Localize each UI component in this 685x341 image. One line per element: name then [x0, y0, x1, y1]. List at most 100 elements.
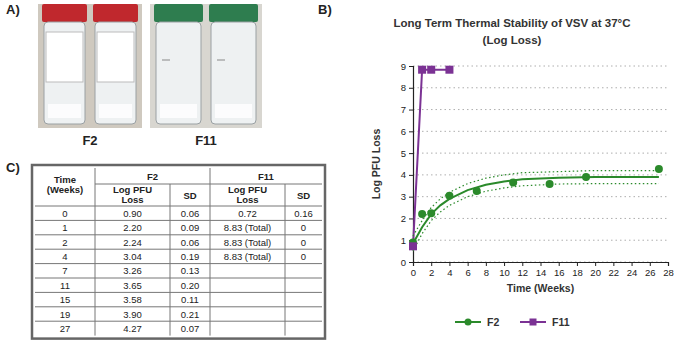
- vial-cap: [209, 4, 258, 22]
- legend-label: F2: [487, 316, 499, 328]
- table-subheader: Log PFULoss: [113, 184, 152, 205]
- tick-label: 6: [465, 267, 470, 278]
- vial: [156, 22, 201, 124]
- table-cell: 0.19: [181, 251, 200, 262]
- photo: [150, 4, 262, 128]
- data-point: [427, 209, 435, 217]
- table-header: F2: [147, 171, 158, 182]
- tick-label: 6: [401, 126, 406, 137]
- tick: 16: [554, 262, 565, 278]
- grid-line: [413, 87, 668, 88]
- panel-label: A): [6, 2, 20, 17]
- tick: 18: [572, 262, 583, 278]
- table-cell: 0.09: [181, 222, 200, 233]
- tick-mark: [409, 110, 413, 111]
- table-cell: 8.83 (Total): [224, 237, 272, 248]
- table-cell: 0.11: [181, 294, 199, 305]
- table-cell: 0.72: [238, 208, 257, 219]
- tick-mark: [632, 262, 633, 266]
- table-cell: 0.13: [181, 265, 200, 276]
- table-cell: 7: [62, 265, 67, 276]
- figure: A)B)C)F2F11Long Term Thermal Stability o…: [0, 0, 685, 341]
- table-cell: 0.20: [181, 280, 200, 291]
- tick-label: 22: [609, 267, 620, 278]
- tick-mark: [409, 88, 413, 89]
- tick-label: 18: [572, 267, 583, 278]
- table-subheader: Log PFULoss: [228, 184, 267, 205]
- tick-label: 20: [590, 267, 601, 278]
- tick-label: 26: [645, 267, 656, 278]
- tick-label: 2: [429, 267, 434, 278]
- tick-mark: [409, 218, 413, 219]
- tick-mark: [650, 262, 651, 266]
- tick: 28: [663, 262, 674, 278]
- tick-label: 0: [411, 267, 416, 278]
- tick-mark: [577, 262, 578, 266]
- tick-label: 1: [401, 235, 406, 246]
- tick-label: 2: [401, 213, 406, 224]
- vial-mark: [217, 60, 225, 61]
- vial-content: [48, 104, 81, 118]
- vial: [44, 22, 85, 124]
- vial-cap: [42, 4, 87, 22]
- vial-cap: [93, 4, 138, 22]
- data-point: [582, 173, 590, 181]
- tick-mark: [486, 262, 487, 266]
- table-rule: [35, 292, 322, 293]
- tick-label: 4: [447, 267, 452, 278]
- tick: 14: [536, 262, 547, 278]
- tick-label: 5: [401, 148, 406, 159]
- tick: 2: [429, 262, 434, 278]
- table-rule: [35, 249, 322, 250]
- table-cell: 4.27: [123, 323, 142, 334]
- data-point: [473, 187, 481, 195]
- tick-label: 24: [627, 267, 638, 278]
- photo-caption: F11: [195, 133, 217, 148]
- tick: 6: [401, 126, 413, 137]
- data-point: [409, 242, 417, 250]
- tick: 7: [401, 104, 413, 115]
- legend-marker: [465, 319, 472, 326]
- table-rule: [35, 263, 322, 264]
- table-rule: [35, 220, 322, 221]
- table-cell: 1: [62, 222, 67, 233]
- tick: 4: [401, 169, 413, 180]
- photo: [38, 4, 142, 128]
- tick: 4: [447, 262, 452, 278]
- tick: 24: [627, 262, 638, 278]
- fit-line: [413, 177, 659, 243]
- data-point: [418, 66, 426, 74]
- table-cell: 3.58: [123, 294, 142, 305]
- grid: [413, 66, 668, 262]
- tick-label: 12: [517, 267, 528, 278]
- grid-line: [413, 218, 668, 219]
- tick-mark: [449, 262, 450, 266]
- tick-mark: [595, 262, 596, 266]
- y-axis-title: Log PFU Loss: [370, 129, 382, 200]
- data-point: [445, 66, 453, 74]
- chart-title: Long Term Thermal Stability of VSV at 37…: [394, 17, 631, 29]
- legend-marker: [530, 319, 537, 326]
- table-cell: 3.90: [123, 309, 142, 320]
- tick-label: 7: [401, 104, 406, 115]
- tick: 8: [484, 262, 489, 278]
- tick-mark: [409, 175, 413, 176]
- table-cell: 0.07: [181, 323, 200, 334]
- tick: 12: [517, 262, 528, 278]
- table-cell: 8.83 (Total): [224, 222, 272, 233]
- data-point: [445, 192, 453, 200]
- tick-mark: [541, 262, 542, 266]
- tick-mark: [431, 262, 432, 266]
- data-point: [418, 210, 426, 218]
- tick: 6: [465, 262, 470, 278]
- table-rule: [35, 321, 322, 322]
- photo-background: [38, 4, 142, 128]
- x-axis-title: Time (Weeks): [507, 282, 574, 294]
- vial-mark: [162, 60, 170, 61]
- grid-line: [413, 153, 668, 154]
- table-header: Time(Weeks): [47, 174, 83, 195]
- tick-label: 3: [401, 191, 406, 202]
- chart-subtitle: (Log Loss): [483, 34, 542, 46]
- vial-content: [99, 104, 132, 118]
- tick-label: 0: [401, 257, 406, 268]
